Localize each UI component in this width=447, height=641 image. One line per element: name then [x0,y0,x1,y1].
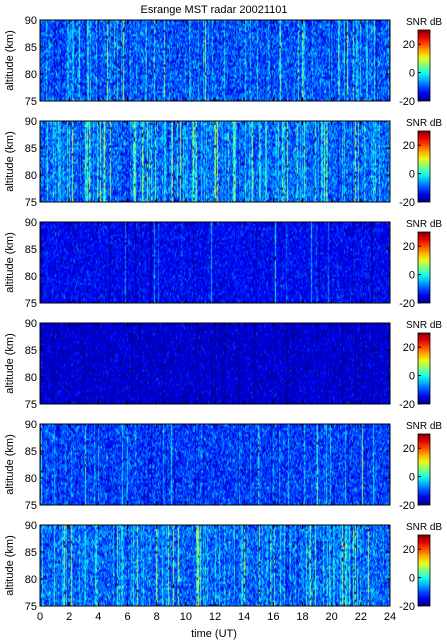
colorbar-tick-label: 0 [409,371,415,383]
x-tick-label: 12 [209,611,221,623]
y-tick-label: 90 [25,217,37,229]
colorbar-tick-label: -20 [399,96,415,108]
colorbar-tick-label: 0 [409,270,415,282]
x-tick-label: 24 [384,611,396,623]
y-tick-label: 75 [25,399,37,411]
snr-heatmap [40,121,390,202]
y-tick-label: 85 [25,446,37,458]
colorbar [417,534,431,607]
y-tick-label: 80 [25,271,37,283]
colorbar-title: SNR dB [406,320,442,331]
panel-1: 75 80 85 90 altitude (km) SNR dB -20 0 20 [4,15,442,108]
colorbar-tick-label: 20 [403,140,415,152]
colorbar-tick-label: 20 [403,241,415,253]
colorbar-tick-label: 20 [403,544,415,556]
colorbar [417,231,431,304]
y-tick-label: 85 [25,547,37,559]
snr-heatmap [40,424,390,505]
colorbar-tick-label: 0 [409,169,415,181]
colorbar [417,130,431,203]
colorbar-title: SNR dB [406,421,442,432]
colorbar [417,332,431,405]
panel-5: 75 80 85 90 altitude (km) SNR dB -20 0 20 [4,419,442,512]
colorbar [417,29,431,102]
colorbar-tick-label: 20 [403,443,415,455]
y-tick-label: 85 [25,143,37,155]
y-tick-label: 85 [25,244,37,256]
y-tick-label: 90 [25,15,37,27]
panel-2: 75 80 85 90 altitude (km) SNR dB -20 0 20 [4,116,442,209]
colorbar-tick-label: -20 [399,601,415,613]
x-tick-label: 16 [267,611,279,623]
y-tick-label: 80 [25,170,37,182]
x-tick-label: 14 [238,611,250,623]
y-axis-label: altitude (km) [4,131,16,192]
colorbar-tick-label: 0 [409,68,415,80]
colorbar-title: SNR dB [406,522,442,533]
y-tick-label: 75 [25,500,37,512]
panel-6: 75 80 85 90 altitude (km) SNR dB -20 0 20 [4,520,442,613]
colorbar-title: SNR dB [406,219,442,230]
y-axis-label: altitude (km) [4,232,16,293]
snr-heatmap [40,525,390,606]
y-axis-label: altitude (km) [4,333,16,394]
x-tick-label: 18 [296,611,308,623]
snr-heatmap [40,20,390,101]
y-tick-label: 90 [25,116,37,128]
snr-heatmap [40,222,390,303]
y-tick-label: 80 [25,574,37,586]
colorbar-tick-label: 20 [403,342,415,354]
figure-title: Esrange MST radar 20021101 [141,4,288,16]
x-tick-label: 22 [355,611,367,623]
panel-3: 75 80 85 90 altitude (km) SNR dB -20 0 20 [4,217,442,310]
colorbar-tick-label: -20 [399,399,415,411]
x-tick-label: 6 [124,611,130,623]
x-tick-label: 2 [66,611,72,623]
colorbar-title: SNR dB [406,17,442,28]
colorbar-tick-label: -20 [399,298,415,310]
x-axis-label: time (UT) [191,628,237,640]
y-tick-label: 90 [25,520,37,532]
y-tick-label: 85 [25,42,37,54]
y-tick-label: 80 [25,473,37,485]
colorbar-title: SNR dB [406,118,442,129]
snr-heatmap [40,323,390,404]
x-tick-label: 20 [326,611,338,623]
y-tick-label: 75 [25,601,37,613]
panel-4: 75 80 85 90 altitude (km) SNR dB -20 0 20 [4,318,442,411]
y-tick-label: 80 [25,69,37,81]
colorbar-tick-label: -20 [399,500,415,512]
y-tick-label: 90 [25,318,37,330]
y-tick-label: 75 [25,197,37,209]
colorbar-tick-label: 20 [403,39,415,51]
colorbar-tick-label: 0 [409,472,415,484]
y-tick-label: 90 [25,419,37,431]
colorbar [417,433,431,506]
y-tick-label: 75 [25,96,37,108]
y-axis-label: altitude (km) [4,30,16,91]
x-tick-label: 0 [37,611,43,623]
x-tick-label: 4 [95,611,101,623]
colorbar-tick-label: -20 [399,197,415,209]
x-tick-label: 8 [154,611,160,623]
y-axis-label: altitude (km) [4,434,16,495]
y-tick-label: 85 [25,345,37,357]
y-tick-label: 80 [25,372,37,384]
y-axis-label: altitude (km) [4,535,16,596]
colorbar-tick-label: 0 [409,573,415,585]
x-tick-label: 10 [180,611,192,623]
y-tick-label: 75 [25,298,37,310]
